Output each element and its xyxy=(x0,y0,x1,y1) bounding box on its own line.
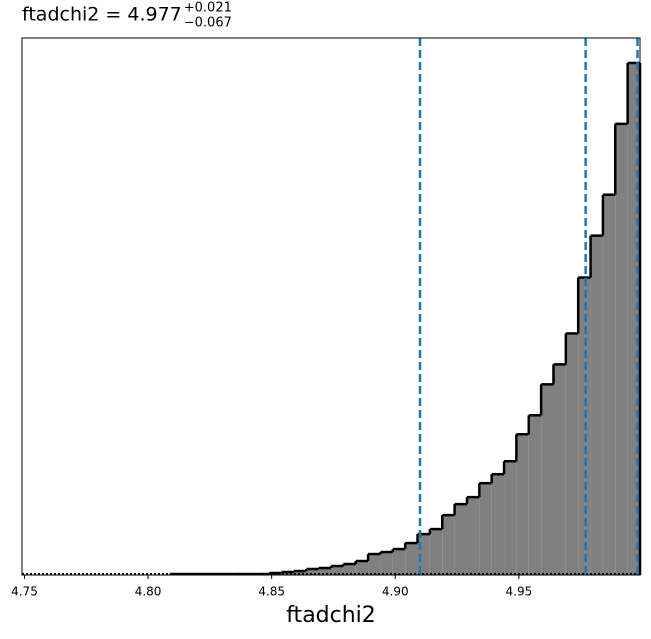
x-tick-label: 4.75 xyxy=(11,585,38,599)
x-tick-label: 4.80 xyxy=(135,585,162,599)
bar xyxy=(528,415,542,575)
bar xyxy=(590,235,603,576)
x-tick-label: 4.95 xyxy=(506,585,533,599)
x-tick-label: 4.85 xyxy=(258,585,285,599)
bar xyxy=(355,561,369,575)
x-tick-label: 4.90 xyxy=(382,585,409,599)
bar xyxy=(602,194,616,575)
bar xyxy=(405,543,418,575)
bar xyxy=(429,529,443,575)
title-sup: +0.021 xyxy=(184,1,232,16)
bar xyxy=(306,569,319,575)
bar xyxy=(504,461,517,575)
bar xyxy=(392,549,406,575)
bar xyxy=(479,483,492,575)
x-axis-label: ftadchi2 xyxy=(286,603,376,628)
plot-frame xyxy=(21,37,641,576)
title-sub: −0.067 xyxy=(184,16,232,31)
bar xyxy=(541,384,554,575)
bar xyxy=(615,123,628,575)
chart-title: ftadchi2 = 4.977 xyxy=(22,4,182,26)
bar xyxy=(318,568,331,575)
bar xyxy=(565,333,579,575)
bar xyxy=(368,554,381,575)
bar xyxy=(553,364,566,575)
bar xyxy=(343,564,356,575)
bar xyxy=(454,504,467,575)
bar xyxy=(380,552,393,575)
bar xyxy=(331,566,344,575)
bar xyxy=(491,474,505,575)
bar xyxy=(442,515,455,575)
bar xyxy=(466,497,480,575)
bar xyxy=(293,571,307,575)
bar xyxy=(516,434,529,575)
